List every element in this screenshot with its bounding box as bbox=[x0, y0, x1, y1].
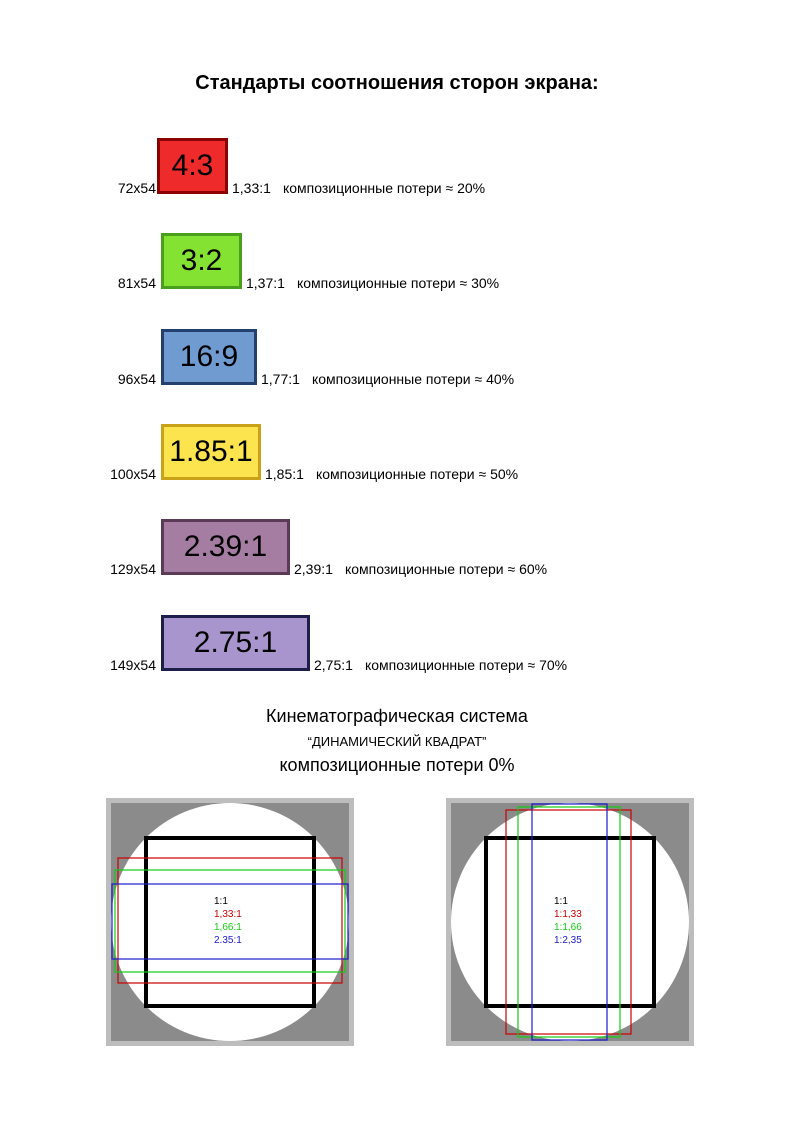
legend-label: 1:1,33 bbox=[554, 909, 582, 920]
format-dimensions: 149x54 bbox=[110, 657, 156, 673]
format-loss-value: 40% bbox=[486, 371, 515, 387]
format-loss-label: композиционные потери ≈ bbox=[344, 561, 520, 577]
format-dimensions: 72x54 bbox=[117, 180, 156, 196]
format-loss-label: композиционные потери ≈ bbox=[311, 371, 487, 387]
format-ratio-label: 4:3 bbox=[171, 149, 214, 182]
format-dimensions: 129x54 bbox=[110, 561, 156, 577]
frame-1-1 bbox=[484, 836, 656, 1008]
format-ratio-box: 2.39:1 bbox=[161, 519, 290, 575]
format-loss-label: композиционные потери ≈ bbox=[364, 657, 540, 673]
frame-1-1 bbox=[144, 836, 316, 1008]
image-circle bbox=[451, 803, 689, 1041]
format-ratio-label: 1.85:1 bbox=[169, 435, 253, 468]
frame-1-33 bbox=[117, 857, 343, 984]
format-loss-value: 60% bbox=[519, 561, 548, 577]
format-loss-label: композиционные потери ≈ bbox=[315, 466, 491, 482]
format-row: 129x54 2.39:1 2,39:1 композиционные потери … bbox=[0, 519, 794, 589]
format-info: 1,85:1 композиционные потери ≈ 50% bbox=[265, 466, 518, 482]
format-dimensions: 81x54 bbox=[117, 275, 156, 291]
format-info: 2,39:1 композиционные потери ≈ 60% bbox=[294, 561, 547, 577]
format-loss-value: 50% bbox=[490, 466, 519, 482]
dynamic-square-subheading: “ДИНАМИЧЕСКИЙ КВАДРАТ” bbox=[307, 734, 487, 749]
format-loss-label: композиционные потери ≈ bbox=[282, 180, 458, 196]
image-circle bbox=[111, 803, 349, 1041]
format-decimal-ratio: 1,85:1 bbox=[265, 466, 304, 482]
frame-2-35 bbox=[111, 883, 349, 960]
format-ratio-label: 16:9 bbox=[179, 340, 239, 373]
format-ratio-label: 2.75:1 bbox=[193, 626, 278, 659]
format-ratio-box: 3:2 bbox=[161, 233, 242, 289]
format-row: 100x54 1.85:1 1,85:1 композиционные потери … bbox=[0, 424, 794, 494]
frame-1-66 bbox=[114, 869, 346, 973]
legend-label: 1:1 bbox=[554, 896, 568, 907]
format-info: 2,75:1 композиционные потери ≈ 70% bbox=[314, 657, 567, 673]
format-ratio-label: 3:2 bbox=[180, 244, 223, 277]
format-row: 81x54 3:2 1,37:1 композиционные потери ≈ 30… bbox=[0, 233, 794, 303]
format-row: 149x54 2.75:1 2,75:1 композиционные потери … bbox=[0, 615, 794, 685]
format-info: 1,37:1 композиционные потери ≈ 30% bbox=[246, 275, 499, 291]
legend-label: 1,33:1 bbox=[214, 909, 242, 920]
frame-1-66 bbox=[517, 806, 621, 1038]
format-ratio-box: 4:3 bbox=[157, 138, 228, 194]
legend-label: 1,66:1 bbox=[214, 922, 242, 933]
format-ratio-box: 1.85:1 bbox=[161, 424, 261, 480]
format-info: 1,77:1 композиционные потери ≈ 40% bbox=[261, 371, 514, 387]
format-decimal-ratio: 1,77:1 bbox=[261, 371, 300, 387]
format-loss-value: 20% bbox=[457, 180, 486, 196]
format-decimal-ratio: 1,37:1 bbox=[246, 275, 285, 291]
format-loss-value: 30% bbox=[471, 275, 500, 291]
format-info: 1,33:1 композиционные потери ≈ 20% bbox=[232, 180, 485, 196]
format-decimal-ratio: 1,33:1 bbox=[232, 180, 271, 196]
format-dimensions: 100x54 bbox=[110, 466, 156, 482]
format-ratio-box: 16:9 bbox=[161, 329, 257, 385]
format-decimal-ratio: 2,75:1 bbox=[314, 657, 353, 673]
legend-label: 1:2,35 bbox=[554, 935, 582, 946]
cinema-system-heading: Кинематографическая система bbox=[266, 706, 528, 726]
format-row: 96x54 16:9 1,77:1 композиционные потери ≈ 4… bbox=[0, 329, 794, 399]
legend-label: 1:1 bbox=[214, 896, 228, 907]
legend-label: 2.35:1 bbox=[214, 935, 242, 946]
frame-2-35 bbox=[531, 803, 608, 1041]
format-decimal-ratio: 2,39:1 bbox=[294, 561, 333, 577]
format-loss-label: композиционные потери ≈ bbox=[296, 275, 472, 291]
frame-1-33 bbox=[505, 809, 632, 1035]
format-row: 72x54 4:3 1,33:1 композиционные потери ≈ 20… bbox=[0, 138, 794, 208]
legend-label: 1:1,66 bbox=[554, 922, 582, 933]
format-ratio-label: 2.39:1 bbox=[183, 530, 268, 563]
dynamic-square-horizontal-diagram: 1:1 1,33:1 1,66:1 2.35:1 bbox=[106, 798, 354, 1046]
format-dimensions: 96x54 bbox=[117, 371, 156, 387]
dynamic-square-vertical-diagram: 1:1 1:1,33 1:1,66 1:2,35 bbox=[446, 798, 694, 1046]
page-title: Стандарты соотношения сторон экрана: bbox=[195, 72, 599, 94]
cinema-loss-text: композиционные потери 0% bbox=[279, 755, 515, 775]
format-loss-value: 70% bbox=[539, 657, 568, 673]
format-ratio-box: 2.75:1 bbox=[161, 615, 310, 671]
